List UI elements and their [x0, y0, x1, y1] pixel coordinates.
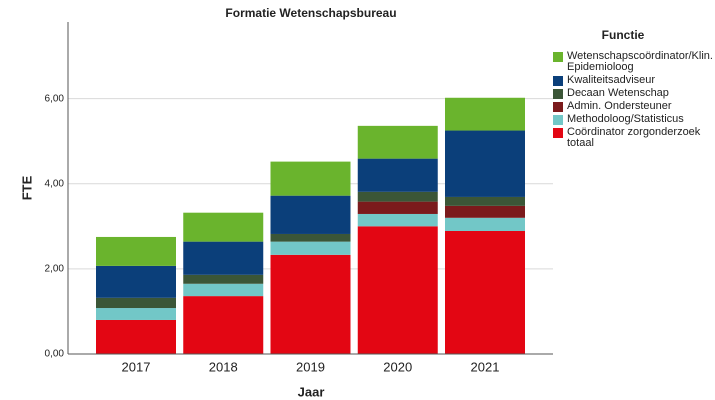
- legend-label: Admin. Ondersteuner: [567, 100, 672, 112]
- legend-label: Coördinator zorgonderzoek totaal: [567, 126, 701, 149]
- bar-segment: [445, 217, 525, 231]
- legend-label: Kwaliteitsadviseur: [567, 74, 656, 86]
- legend-item: Decaan Wetenschap: [553, 88, 713, 99]
- legend-swatch: [553, 102, 563, 112]
- legend-label: Decaan Wetenschap: [567, 87, 669, 99]
- x-axis-label: Jaar: [298, 384, 325, 399]
- bar-segment: [357, 213, 438, 227]
- bar-segment: [96, 265, 176, 298]
- legend-swatch: [553, 52, 563, 62]
- legend-item: Kwaliteitsadviseur: [553, 75, 713, 86]
- y-tick-label: 2,00: [45, 264, 65, 275]
- bar-segment: [270, 241, 351, 255]
- bar-segment: [270, 233, 351, 242]
- bar-segment: [183, 283, 264, 297]
- legend-item: Methodoloog/Statisticus: [553, 114, 713, 125]
- bar-segment: [96, 308, 176, 320]
- bar-segment: [445, 205, 525, 218]
- chart-title: Formatie Wetenschapsbureau: [225, 6, 396, 20]
- bar-segment: [357, 191, 438, 202]
- x-tick-label: 2018: [209, 359, 238, 374]
- x-tick-label: 2019: [296, 359, 325, 374]
- bar-segment: [183, 212, 264, 242]
- x-tick-label: 2020: [383, 359, 412, 374]
- legend-label: Methodoloog/Statisticus: [567, 113, 684, 125]
- bar-segment: [445, 230, 525, 354]
- x-tick-label: 2017: [122, 359, 151, 374]
- legend-swatch: [553, 76, 563, 86]
- bar-segment: [445, 130, 525, 197]
- x-tick-label: 2021: [471, 359, 500, 374]
- bar-segment: [357, 125, 438, 159]
- bar-segment: [445, 97, 525, 131]
- bar-segment: [270, 161, 351, 196]
- bar-segment: [357, 226, 438, 354]
- legend: Functie Wetenschapscoördinator/Klin. Epi…: [553, 28, 713, 151]
- bar-segment: [357, 158, 438, 192]
- legend-item: Wetenschapscoördinator/Klin. Epidemioloo…: [553, 51, 713, 73]
- y-tick-label: 4,00: [45, 178, 65, 189]
- bar-segment: [96, 236, 176, 266]
- legend-swatch: [553, 115, 563, 125]
- legend-label: Wetenschapscoördinator/Klin. Epidemioloo…: [567, 50, 713, 73]
- bar-segment: [357, 201, 438, 214]
- y-tick-label: 6,00: [45, 93, 65, 104]
- legend-title: Functie: [601, 28, 645, 42]
- bar-segment: [96, 319, 176, 354]
- y-axis-label: FTE: [19, 175, 34, 200]
- bar-segment: [96, 297, 176, 309]
- legend-swatch: [553, 128, 563, 138]
- bar-segment: [445, 196, 525, 206]
- legend-item: Admin. Ondersteuner: [553, 101, 713, 112]
- bar-segment: [270, 254, 351, 354]
- bar-segment: [183, 296, 264, 354]
- bar-segment: [270, 195, 351, 234]
- legend-item: Coördinator zorgonderzoek totaal: [553, 127, 713, 149]
- y-tick-label: 0,00: [45, 349, 65, 360]
- bar-segment: [183, 241, 264, 275]
- bar-segment: [183, 274, 264, 284]
- legend-swatch: [553, 89, 563, 99]
